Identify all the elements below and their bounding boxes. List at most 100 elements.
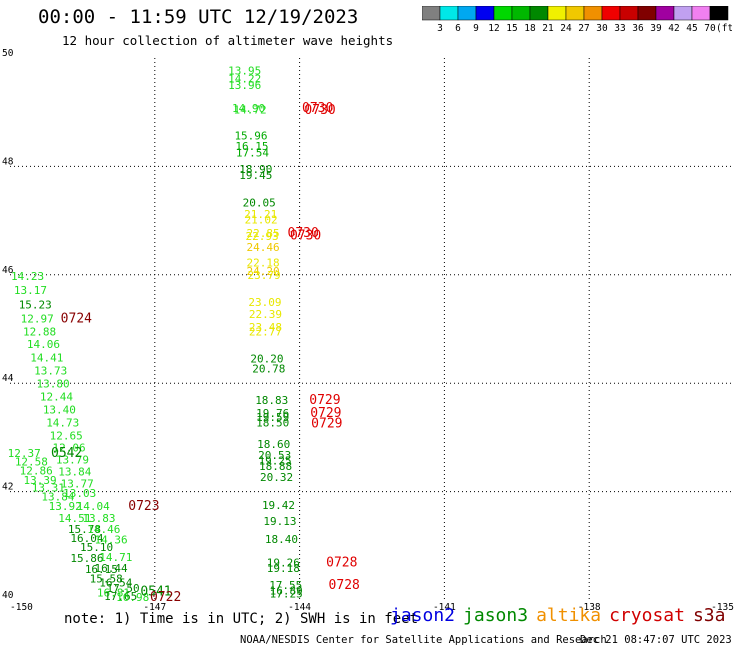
swh-value: 24.46 xyxy=(247,241,280,254)
swh-value: 16.15 xyxy=(85,563,118,576)
time-label: 0729 xyxy=(311,417,342,432)
swh-value: 20.78 xyxy=(252,362,285,375)
swh-value: 13.40 xyxy=(43,404,76,417)
swh-value: 15.96 xyxy=(234,129,267,142)
swh-value: 13.73 xyxy=(34,365,67,378)
colorbar-label: 30 xyxy=(596,23,608,34)
swh-value: 19.76 xyxy=(256,407,289,420)
swh-value: 24.20 xyxy=(247,265,280,278)
swh-value: 22.93 xyxy=(246,230,279,243)
swh-value: 22.39 xyxy=(249,308,282,321)
time-label: 0729 xyxy=(309,393,340,408)
swh-value: 14.73 xyxy=(46,417,79,430)
swh-value: 22.85 xyxy=(247,227,280,240)
swh-value: 14.46 xyxy=(87,523,120,536)
swh-value: 13.83 xyxy=(82,512,115,525)
legend-item-cryosat: cryosat xyxy=(609,605,685,626)
swh-value: 19.26 xyxy=(267,556,300,569)
colorbar-label: 27 xyxy=(578,23,589,34)
swh-value: 13.17 xyxy=(14,284,47,297)
swh-value: 12.97 xyxy=(21,312,54,325)
colorbar-label: 6 xyxy=(455,23,461,34)
colorbar-label: 12 xyxy=(488,23,499,34)
colorbar-label: 39 xyxy=(650,23,662,34)
swh-value: 13.92 xyxy=(49,500,82,513)
swh-value: 17.55 xyxy=(269,579,302,592)
colorbar-label: 18 xyxy=(524,23,536,34)
swh-value: 21.21 xyxy=(244,208,277,221)
swh-value: 15.58 xyxy=(90,573,123,586)
satellite-legend: jason2 jason3 altika cryosat s3a xyxy=(390,605,733,626)
x-tick-label: -141 xyxy=(433,602,456,613)
legend-item-s3a: s3a xyxy=(692,605,726,626)
y-tick-label: 48 xyxy=(2,156,14,167)
swh-value: 16.81 xyxy=(97,587,130,600)
time-label: 0542 xyxy=(51,446,82,461)
swh-value: 18.88 xyxy=(259,460,292,473)
colorbar-label: 45 xyxy=(686,23,697,34)
y-tick-label: 42 xyxy=(2,482,13,493)
swh-value: 20.05 xyxy=(243,197,276,210)
swh-value: 19.13 xyxy=(263,515,296,528)
swh-value: 21.02 xyxy=(245,213,278,226)
swh-value: 12.58 xyxy=(15,456,48,469)
swh-value: 16.15 xyxy=(235,140,268,153)
swh-value: 23.79 xyxy=(247,269,280,282)
swh-value: 17.50 xyxy=(107,582,140,595)
colorbar-label: 42 xyxy=(668,23,679,34)
swh-value: 12.44 xyxy=(40,391,73,404)
swh-value: 13.39 xyxy=(24,474,57,487)
swh-value: 22.18 xyxy=(247,257,280,270)
swh-value: 18.60 xyxy=(257,438,290,451)
swh-value: 17.54 xyxy=(236,147,269,160)
swh-value: 18.50 xyxy=(256,417,289,430)
time-label: 0728 xyxy=(326,555,357,570)
swh-value: 12.88 xyxy=(23,326,56,339)
legend-item-jason2: jason2 xyxy=(390,605,456,626)
swh-value: 12.06 xyxy=(52,441,85,454)
swh-value: 19.45 xyxy=(239,169,272,182)
swh-value: 14.22 xyxy=(228,72,261,85)
swh-value: 20.53 xyxy=(258,449,291,462)
swh-value: 15.86 xyxy=(70,552,103,565)
swh-value: 22.77 xyxy=(249,326,282,339)
swh-value: 16.98 xyxy=(116,591,149,604)
swh-value: 17.25 xyxy=(270,587,303,600)
swh-value: 14.23 xyxy=(11,270,44,283)
x-tick-label: -144 xyxy=(288,602,311,613)
x-tick-label: -138 xyxy=(578,602,601,613)
swh-value: 14.41 xyxy=(30,352,63,365)
swh-value: 14.72 xyxy=(233,103,266,116)
colorbar-label: 21 xyxy=(542,23,554,34)
timestamp-text: Dec 21 08:47:07 UTC 2023 xyxy=(580,634,732,646)
credit-text: NOAA/NESDIS Center for Satellite Applica… xyxy=(240,634,607,646)
colorbar-label: 33 xyxy=(614,23,625,34)
swh-value: 20.20 xyxy=(250,353,283,366)
swh-value: 23.48 xyxy=(249,321,282,334)
colorbar-label: 70 xyxy=(704,23,716,34)
time-label: 0728 xyxy=(329,578,360,593)
time-label: 0730 xyxy=(288,226,319,241)
time-label: 0730 xyxy=(290,229,321,244)
swh-value: 20.32 xyxy=(260,471,293,484)
colorbar-label: 15 xyxy=(506,23,517,34)
swh-value: 15.23 xyxy=(19,298,52,311)
swh-value: 19.59 xyxy=(256,411,289,424)
colorbar-unit: (ft) xyxy=(716,23,732,34)
chart-subtitle: 12 hour collection of altimeter wave hei… xyxy=(62,33,394,48)
swh-value: 18.40 xyxy=(265,533,298,546)
swh-value: 12.86 xyxy=(20,464,53,477)
colorbar-label: 36 xyxy=(632,23,644,34)
x-tick-label: -147 xyxy=(143,602,166,613)
chart-title: 00:00 - 11:59 UTC 12/19/2023 xyxy=(38,6,359,28)
swh-value: 18.90 xyxy=(239,163,272,176)
swh-value: 16.44 xyxy=(94,562,127,575)
time-label: 0541 xyxy=(140,585,171,600)
colorbar-swatch xyxy=(709,6,729,21)
swh-value: 13.80 xyxy=(37,378,70,391)
swh-value: 14.36 xyxy=(94,534,127,547)
swh-value: 18.83 xyxy=(255,394,288,407)
swh-value: 16.04 xyxy=(70,532,103,545)
swh-value: 15.10 xyxy=(80,541,113,554)
